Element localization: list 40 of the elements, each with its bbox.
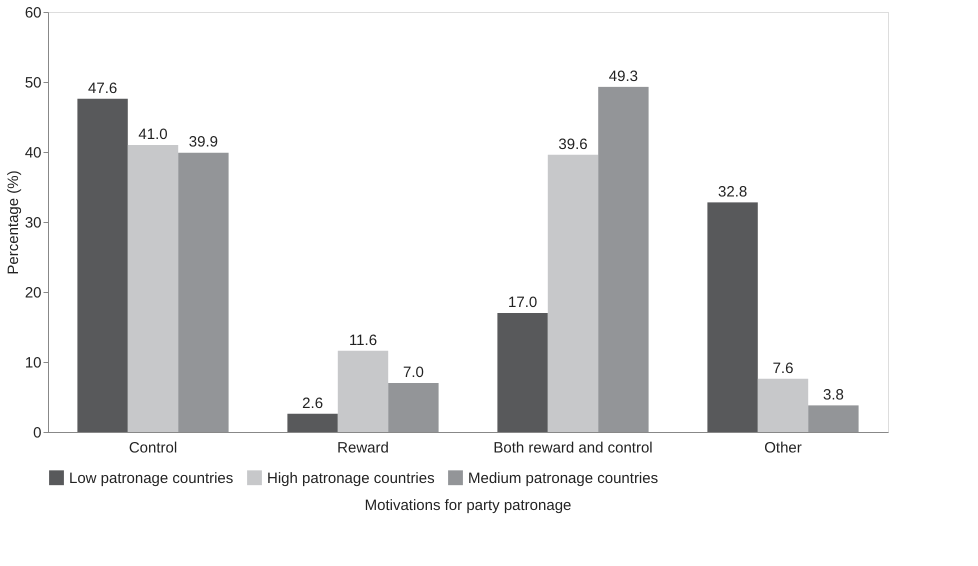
bar (598, 86, 649, 432)
x-tick-label: Control (128, 440, 178, 456)
data-label: 11.6 (348, 332, 378, 349)
bar (128, 145, 178, 432)
data-label: 47.6 (88, 80, 118, 97)
y-tick-label: 20 (24, 284, 42, 302)
data-label: 41.0 (138, 126, 168, 143)
bar (77, 98, 128, 432)
x-tick-label: Both reward and control (493, 440, 653, 456)
data-label: 39.9 (188, 134, 218, 151)
data-label: 3.8 (822, 386, 844, 404)
y-tick-label: 50 (24, 74, 42, 92)
x-tick-label: Other (764, 440, 802, 456)
x-axis-title: Motivations for party patronage (364, 497, 572, 514)
data-label: 17.0 (508, 294, 538, 311)
y-tick-label: 40 (24, 144, 42, 162)
data-label: 7.6 (772, 360, 794, 377)
y-tick-label: 30 (24, 214, 42, 232)
bar (758, 378, 808, 432)
x-tick-label: Reward (337, 440, 389, 456)
data-label: 39.6 (558, 136, 588, 153)
legend-label: Low patronage countries (69, 470, 234, 487)
legend-label: High patronage countries (267, 470, 435, 487)
bar (388, 383, 439, 432)
bar (287, 414, 338, 432)
y-tick-label: 0 (33, 424, 42, 442)
bar (338, 350, 388, 432)
data-label: 49.3 (608, 68, 638, 85)
y-axis-title: Percentage (%) (4, 170, 22, 275)
bar (497, 313, 548, 432)
legend-label: Medium patronage countries (468, 470, 658, 487)
y-tick-label: 10 (24, 354, 42, 372)
bar (548, 154, 598, 432)
y-tick-label: 60 (24, 4, 42, 22)
bar (808, 405, 859, 432)
data-label: 2.6 (302, 394, 324, 412)
data-label: 7.0 (402, 364, 424, 381)
data-label: 32.8 (718, 183, 748, 200)
bar (707, 202, 758, 432)
bar (178, 152, 229, 432)
